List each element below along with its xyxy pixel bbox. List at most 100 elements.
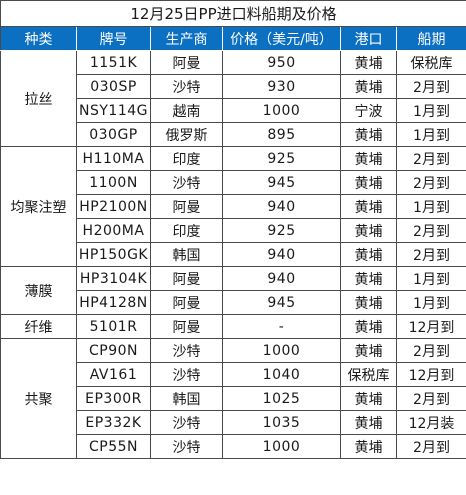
producer-cell: 沙特 xyxy=(150,74,223,99)
table-row: 030GP 俄罗斯 895 黄埔 1月到 xyxy=(1,122,466,147)
grade-cell: CP90N xyxy=(76,338,151,363)
table-row: HP2100N 阿曼 940 黄埔 1月到 xyxy=(1,194,466,219)
table-row: 薄膜 HP3104K 阿曼 940 黄埔 1月到 xyxy=(0,266,466,315)
grade-cell: 1100N xyxy=(76,170,151,195)
shipment-cell: 1月到 xyxy=(396,98,466,123)
price-cell: 1035 xyxy=(222,410,341,435)
port-cell: 黄埔 xyxy=(340,386,397,411)
grade-cell: H200MA xyxy=(76,218,151,243)
header-row: 种类 牌号 生产商 价格（美元/吨） 港口 船期 xyxy=(0,26,466,51)
port-cell: 宁波 xyxy=(340,98,397,123)
grade-cell: 030GP xyxy=(76,122,151,147)
grade-cell: HP150GK xyxy=(76,242,151,267)
grade-cell: CP55N xyxy=(76,434,151,459)
producer-cell: 沙特 xyxy=(150,170,223,195)
category-cell: 共聚 xyxy=(0,338,77,459)
producer-cell: 阿曼 xyxy=(150,290,223,315)
port-cell: 黄埔 xyxy=(340,170,397,195)
producer-cell: 韩国 xyxy=(150,386,223,411)
price-cell: 895 xyxy=(222,122,341,147)
header-price: 价格（美元/吨） xyxy=(222,26,341,51)
table-row: EP300R 韩国 1025 黄埔 2月到 xyxy=(1,386,466,411)
port-cell: 黄埔 xyxy=(340,50,397,75)
producer-cell: 沙特 xyxy=(150,338,223,363)
producer-cell: 沙特 xyxy=(150,410,223,435)
shipment-cell: 2月到 xyxy=(396,146,466,171)
table-row: H200MA 印度 925 黄埔 2月到 xyxy=(1,218,466,243)
shipment-cell: 2月到 xyxy=(396,170,466,195)
price-cell: 925 xyxy=(222,218,341,243)
port-cell: 黄埔 xyxy=(340,434,397,459)
producer-cell: 阿曼 xyxy=(150,314,223,339)
table-row: 共聚 CP90N 沙特 1000 黄埔 2月到 xyxy=(0,338,466,459)
port-cell: 保税库 xyxy=(340,362,397,387)
grade-cell: H110MA xyxy=(76,146,151,171)
table-row: 1100N 沙特 945 黄埔 2月到 xyxy=(1,170,466,195)
producer-cell: 阿曼 xyxy=(150,50,223,75)
port-cell: 黄埔 xyxy=(340,242,397,267)
price-cell: 945 xyxy=(222,290,341,315)
producer-cell: 阿曼 xyxy=(150,194,223,219)
price-cell: 1000 xyxy=(222,98,341,123)
port-cell: 黄埔 xyxy=(340,266,397,291)
price-table: 12月25日PP进口料船期及价格 种类 牌号 生产商 价格（美元/吨） 港口 船… xyxy=(0,0,466,459)
grade-cell: HP4128N xyxy=(76,290,151,315)
shipment-cell: 2月到 xyxy=(396,434,466,459)
category-cell: 纤维 xyxy=(0,314,77,339)
table-row: CP55N 沙特 1000 黄埔 2月到 xyxy=(1,434,466,459)
grade-cell: 5101R xyxy=(76,314,151,339)
price-table-body: 12月25日PP进口料船期及价格 种类 牌号 生产商 价格（美元/吨） 港口 船… xyxy=(0,0,466,459)
category-cell: 均聚注塑 xyxy=(0,146,77,267)
port-cell: 黄埔 xyxy=(340,74,397,99)
producer-cell: 印度 xyxy=(150,218,223,243)
table-row: 拉丝 1151K 阿曼 950 黄埔 保税库 xyxy=(0,50,466,147)
grade-cell: HP3104K xyxy=(76,266,151,291)
header-grade: 牌号 xyxy=(76,26,151,51)
shipment-cell: 12月到 xyxy=(396,314,466,339)
grade-cell: NSY114G xyxy=(76,98,151,123)
title-row: 12月25日PP进口料船期及价格 xyxy=(0,0,466,27)
table-title: 12月25日PP进口料船期及价格 xyxy=(0,0,466,27)
shipment-cell: 1月到 xyxy=(396,266,466,291)
price-cell: 940 xyxy=(222,194,341,219)
category-cell: 薄膜 xyxy=(0,266,77,315)
header-port: 港口 xyxy=(340,26,397,51)
producer-cell: 阿曼 xyxy=(150,266,223,291)
shipment-cell: 保税库 xyxy=(396,50,466,75)
grade-cell: 1151K xyxy=(76,50,151,75)
producer-cell: 越南 xyxy=(150,98,223,123)
header-category: 种类 xyxy=(0,26,77,51)
table-row: NSY114G 越南 1000 宁波 1月到 xyxy=(1,98,466,123)
shipment-cell: 12月装 xyxy=(396,410,466,435)
shipment-cell: 12月到 xyxy=(396,362,466,387)
port-cell: 黄埔 xyxy=(340,290,397,315)
category-cell: 拉丝 xyxy=(0,50,77,147)
shipment-cell: 2月到 xyxy=(396,218,466,243)
table-row: 030SP 沙特 930 黄埔 2月到 xyxy=(1,74,466,99)
shipment-cell: 1月到 xyxy=(396,290,466,315)
shipment-cell: 2月到 xyxy=(396,338,466,363)
price-cell: 940 xyxy=(222,242,341,267)
port-cell: 黄埔 xyxy=(340,122,397,147)
shipment-cell: 2月到 xyxy=(396,386,466,411)
port-cell: 黄埔 xyxy=(340,194,397,219)
port-cell: 黄埔 xyxy=(340,314,397,339)
shipment-cell: 1月到 xyxy=(396,194,466,219)
header-shipment: 船期 xyxy=(396,26,466,51)
price-cell: 940 xyxy=(222,266,341,291)
grade-cell: EP332K xyxy=(76,410,151,435)
price-cell: 1000 xyxy=(222,338,341,363)
price-cell: 945 xyxy=(222,170,341,195)
price-cell: 1025 xyxy=(222,386,341,411)
port-cell: 黄埔 xyxy=(340,410,397,435)
table-row: 纤维 5101R 阿曼 - 黄埔 12月到 xyxy=(0,314,466,339)
shipment-cell: 1月到 xyxy=(396,122,466,147)
price-cell: 925 xyxy=(222,146,341,171)
shipment-cell: 2月到 xyxy=(396,242,466,267)
price-cell: 950 xyxy=(222,50,341,75)
price-cell: 930 xyxy=(222,74,341,99)
price-cell: 1000 xyxy=(222,434,341,459)
port-cell: 黄埔 xyxy=(340,146,397,171)
producer-cell: 沙特 xyxy=(150,434,223,459)
producer-cell: 俄罗斯 xyxy=(150,122,223,147)
